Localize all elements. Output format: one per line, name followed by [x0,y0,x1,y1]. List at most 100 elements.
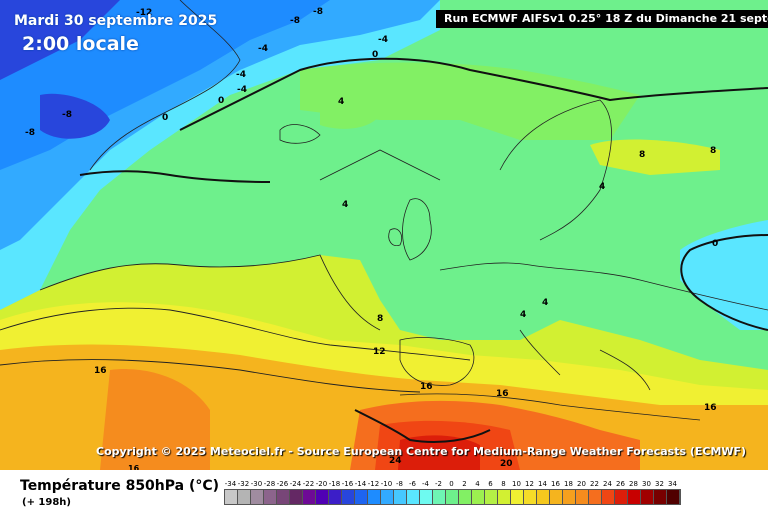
legend-tick-label: -2 [435,480,442,488]
legend-swatch [472,490,485,504]
legend-tick-label: 18 [564,480,573,488]
legend-tick-label: 22 [590,480,599,488]
legend-swatch [550,490,563,504]
cold-region-deepblue [0,0,120,80]
isotherm-eight [39,254,381,331]
legend-swatch [524,490,537,504]
legend-tick-label: 30 [642,480,651,488]
legend-tick-label: 32 [655,480,664,488]
legend-swatch [368,490,381,504]
run-info-banner: Run ECMWF AIFSv1 0.25° 18 Z du Dimanche … [436,10,768,28]
contour-label: 16 [496,389,509,399]
copyright-notice: Copyright © 2025 Meteociel.fr - Source E… [96,445,747,458]
hottest-core [398,435,480,470]
color-scale-swatches [224,489,681,505]
legend-swatch [381,490,394,504]
legend-swatch [511,490,524,504]
legend-tick-label: -30 [250,480,263,488]
legend-swatch [537,490,550,504]
contour-label: -8 [313,7,323,17]
isotherm-zero-north [179,57,768,131]
warm-pocket-scandinavia [590,139,720,175]
legend-swatch [563,490,576,504]
legend-tick-label: 20 [577,480,586,488]
isotherm-twentyfour [354,409,491,443]
legend-tick-label: -16 [341,480,354,488]
field-title: Température 850hPa (°C) [20,478,220,494]
legend-tick-label: -14 [354,480,367,488]
contour-label: -4 [378,35,388,45]
legend-swatch [433,490,446,504]
legend-swatch [329,490,342,504]
isotherm-sixteen [0,359,421,393]
contour-label: -4 [236,70,246,80]
legend-tick-label: -6 [409,480,416,488]
legend-swatch [316,490,329,504]
legend-swatch [576,490,589,504]
contour-label: -4 [258,44,268,54]
contour-label: -8 [62,110,72,120]
legend-swatch [277,490,290,504]
legend-tick-label: 6 [488,480,493,488]
legend-tick-label: -34 [224,480,237,488]
legend-tick-label: 34 [668,480,677,488]
legend-swatch [654,490,667,504]
britain-coast [402,198,432,261]
africa-coast [399,393,701,421]
legend-swatch [615,490,628,504]
color-scale-legend: -34 -32 -30 -28 -26 -24 -22 -20 -18 -16 -14 -12 -10-… [224,480,681,505]
legend-swatch [628,490,641,504]
contour-label: 0 [162,113,169,123]
contour-label: 4 [342,200,349,210]
legend-swatch [589,490,602,504]
iberia-coast [399,337,475,386]
forecast-date: Mardi 30 septembre 2025 [14,13,218,29]
balkans-coast [599,349,651,391]
contour-label: -8 [25,128,35,138]
isotherm-zero-west [79,170,271,183]
legend-tick-label: -4 [422,480,429,488]
contour-label: 4 [599,182,606,192]
contour-label: 0 [712,239,719,249]
legend-swatch [407,490,420,504]
temperature-map: -12 -8 -8 -4 -4 -4 -4 -8 -8 0 0 0 4 4 4 … [0,0,768,470]
lead-time: (+ 198h) [22,497,71,508]
legend-tick-label: -12 [367,480,380,488]
legend-tick-label: 28 [629,480,638,488]
europe-coast-north [439,262,768,311]
contour-label: 4 [520,310,527,320]
contour-label: -4 [237,85,247,95]
isotherm-lines [79,57,768,443]
contour-label: -12 [136,8,153,18]
contour-label: 16 [94,366,107,376]
legend-swatch [342,490,355,504]
contour-label: -8 [290,16,300,26]
legend-swatch [264,490,277,504]
legend-swatch [459,490,472,504]
legend-swatch [238,490,251,504]
iceland-coast [279,124,321,144]
contour-label: 20 [500,459,513,469]
forecast-local-time: 2:00 locale [22,33,139,55]
contour-label: 4 [542,298,549,308]
contour-label: 4 [338,97,345,107]
map-footer: Température 850hPa (°C) (+ 198h) -34 -32-… [0,470,768,512]
legend-tick-label: 10 [512,480,521,488]
legend-tick-label: -10 [380,480,393,488]
greenland-coast [89,0,241,171]
legend-tick-label: 24 [603,480,612,488]
legend-swatch [641,490,654,504]
legend-tick-label: -22 [302,480,315,488]
color-scale-ticks: -34 -32 -30 -28 -26 -24 -22 -20 -18 -16 -14 -12 -10-… [224,480,681,488]
contour-label: 8 [377,314,384,324]
north-atlantic-pocket [320,103,380,129]
contour-label: 8 [639,150,646,160]
legend-swatch [225,490,238,504]
ireland-coast [388,228,403,247]
legend-swatch [355,490,368,504]
legend-swatch [485,490,498,504]
contour-label: 16 [704,403,717,413]
map-canvas [0,0,768,470]
contour-label: 24 [389,456,402,466]
cold-pocket-greenland [40,93,110,139]
